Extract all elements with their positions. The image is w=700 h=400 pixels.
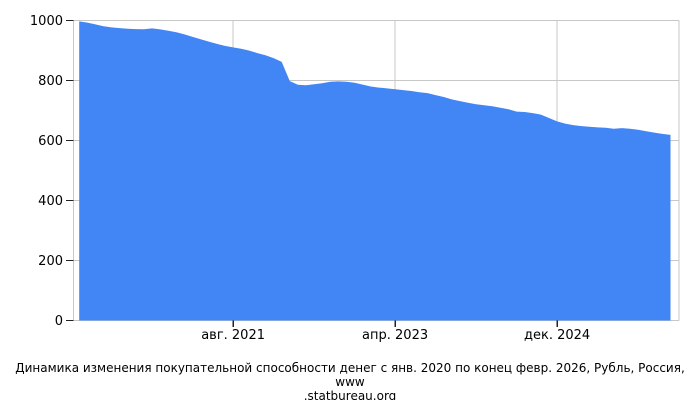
y-axis-label: 1000 — [30, 14, 63, 29]
x-axis-label: апр. 2023 — [362, 328, 428, 343]
y-axis-label: 600 — [38, 134, 63, 149]
x-axis-label: дек. 2024 — [524, 328, 590, 343]
area-series — [79, 21, 671, 321]
x-axis-label: авг. 2021 — [201, 328, 265, 343]
chart-caption-line-2: .statbureau.org — [303, 389, 397, 400]
chart-caption: Динамика изменения покупательной способн… — [0, 361, 700, 400]
y-axis-label: 400 — [38, 194, 63, 209]
y-axis-label: 0 — [55, 314, 63, 329]
y-axis-label: 200 — [38, 254, 63, 269]
chart-caption-line-1: Динамика изменения покупательной способн… — [15, 361, 685, 389]
y-axis-label: 800 — [38, 74, 63, 89]
